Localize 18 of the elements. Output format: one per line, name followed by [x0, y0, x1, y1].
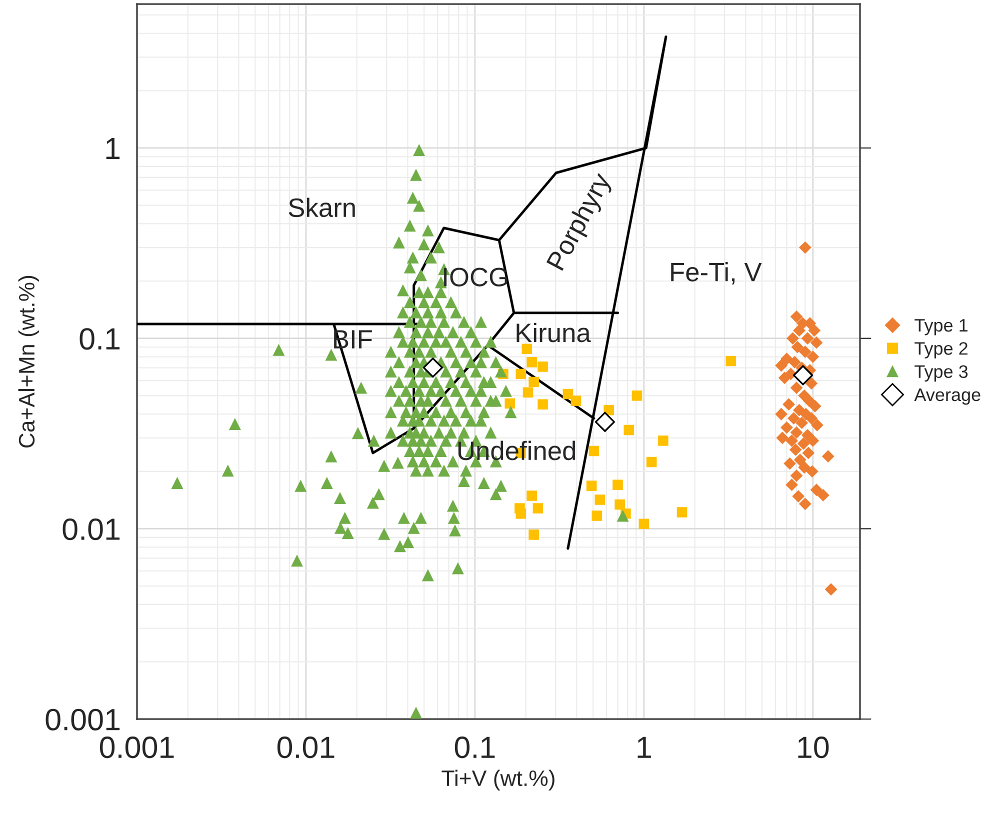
- y-tick-label: 0.01: [62, 518, 120, 540]
- annotation: Kiruna: [516, 322, 591, 342]
- x-tick-label: 0.01: [277, 736, 334, 758]
- x-axis-title: Ti+V (wt.%): [442, 770, 554, 790]
- x-tick-label: 1: [638, 736, 651, 758]
- x-tick-label: 0.001: [100, 736, 174, 758]
- legend-label: Type 1: [914, 319, 968, 336]
- y-tick-label: 0.1: [80, 328, 120, 350]
- y-axis-title: Ca+Al+Mn (wt.%): [18, 276, 40, 448]
- annotation: Fe-Ti, V: [671, 262, 762, 285]
- x-tick-label: 0.1: [454, 736, 495, 758]
- x-tick-label: 10: [798, 736, 829, 758]
- legend-label: Type 2: [914, 342, 968, 358]
- annotation: Skarn: [288, 198, 355, 218]
- y-tick-label: 1: [106, 138, 120, 160]
- y-tick-label: 0.001: [46, 708, 120, 730]
- legend-label: Average: [914, 388, 980, 405]
- legend-label: Type 3: [914, 365, 968, 382]
